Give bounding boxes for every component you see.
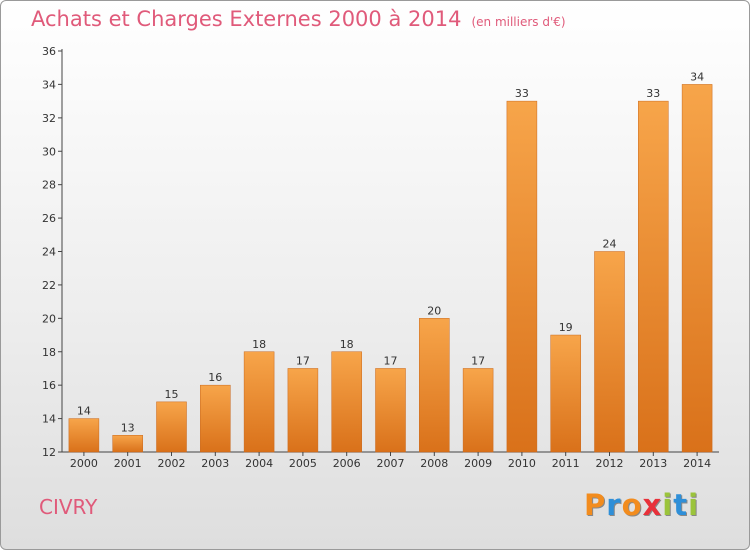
- data-label: 18: [252, 338, 266, 351]
- x-tick-label: 2013: [639, 457, 667, 470]
- y-tick-label: 30: [42, 145, 56, 158]
- x-tick-label: 2012: [596, 457, 624, 470]
- bar: [550, 334, 581, 453]
- data-label: 24: [603, 238, 617, 251]
- data-label: 34: [690, 70, 704, 83]
- bar: [594, 251, 625, 453]
- x-tick-label: 2010: [508, 457, 536, 470]
- logo-letter: i: [688, 488, 700, 522]
- bar: [375, 368, 406, 453]
- x-tick-label: 2003: [201, 457, 229, 470]
- y-tick-label: 16: [42, 379, 56, 392]
- y-tick-label: 36: [42, 45, 56, 58]
- y-tick-label: 32: [42, 112, 56, 125]
- data-label: 17: [384, 354, 398, 367]
- chart-subtitle: (en milliers d'€): [471, 15, 566, 29]
- bar: [506, 100, 538, 453]
- data-label: 16: [208, 371, 222, 384]
- data-label: 33: [515, 87, 529, 100]
- data-label: 13: [121, 421, 135, 434]
- x-tick-label: 2014: [683, 457, 711, 470]
- x-tick-label: 2005: [289, 457, 317, 470]
- logo-letter: i: [662, 488, 674, 522]
- data-label: 20: [427, 304, 441, 317]
- x-tick-label: 2007: [377, 457, 405, 470]
- data-label: 33: [646, 87, 660, 100]
- proxiti-logo: Proxiti: [584, 488, 699, 522]
- bar: [243, 351, 275, 453]
- bar: [419, 318, 450, 453]
- data-label: 15: [165, 388, 179, 401]
- bar: [68, 418, 100, 453]
- bar: [638, 100, 669, 453]
- chart-title-text: Achats et Charges Externes 2000 à 2014: [31, 7, 462, 31]
- data-label: 18: [340, 338, 354, 351]
- logo-letter: r: [606, 488, 622, 522]
- bar: [112, 435, 143, 453]
- data-label: 19: [559, 321, 573, 334]
- data-label: 17: [296, 354, 310, 367]
- y-tick-label: 22: [42, 279, 56, 292]
- chart-title: Achats et Charges Externes 2000 à 2014 (e…: [31, 7, 566, 31]
- y-tick-label: 24: [42, 246, 56, 259]
- x-tick-label: 2004: [245, 457, 273, 470]
- logo-letter: x: [642, 488, 663, 522]
- x-tick-label: 2001: [114, 457, 142, 470]
- y-tick-label: 18: [42, 346, 56, 359]
- bar: [156, 401, 187, 453]
- data-label: 14: [77, 405, 91, 418]
- y-tick-label: 28: [42, 179, 56, 192]
- x-tick-label: 2009: [464, 457, 492, 470]
- logo-letter: P: [584, 488, 607, 522]
- bar: [287, 368, 319, 453]
- x-tick-label: 2011: [552, 457, 580, 470]
- bar: [462, 368, 494, 453]
- data-label: 17: [471, 354, 485, 367]
- commune-name: CIVRY: [39, 495, 98, 519]
- x-tick-label: 2002: [158, 457, 186, 470]
- logo-letter: t: [673, 488, 689, 522]
- y-tick-label: 26: [42, 212, 56, 225]
- x-tick-label: 2000: [70, 457, 98, 470]
- y-tick-label: 34: [42, 78, 56, 91]
- bar: [331, 351, 362, 453]
- y-tick-label: 14: [42, 413, 56, 426]
- x-tick-label: 2008: [420, 457, 448, 470]
- y-tick-label: 20: [42, 312, 56, 325]
- logo-letter: o: [621, 488, 643, 522]
- x-tick-label: 2006: [333, 457, 361, 470]
- bar: [681, 84, 713, 453]
- bar: [200, 384, 231, 453]
- y-tick-label: 12: [42, 446, 56, 459]
